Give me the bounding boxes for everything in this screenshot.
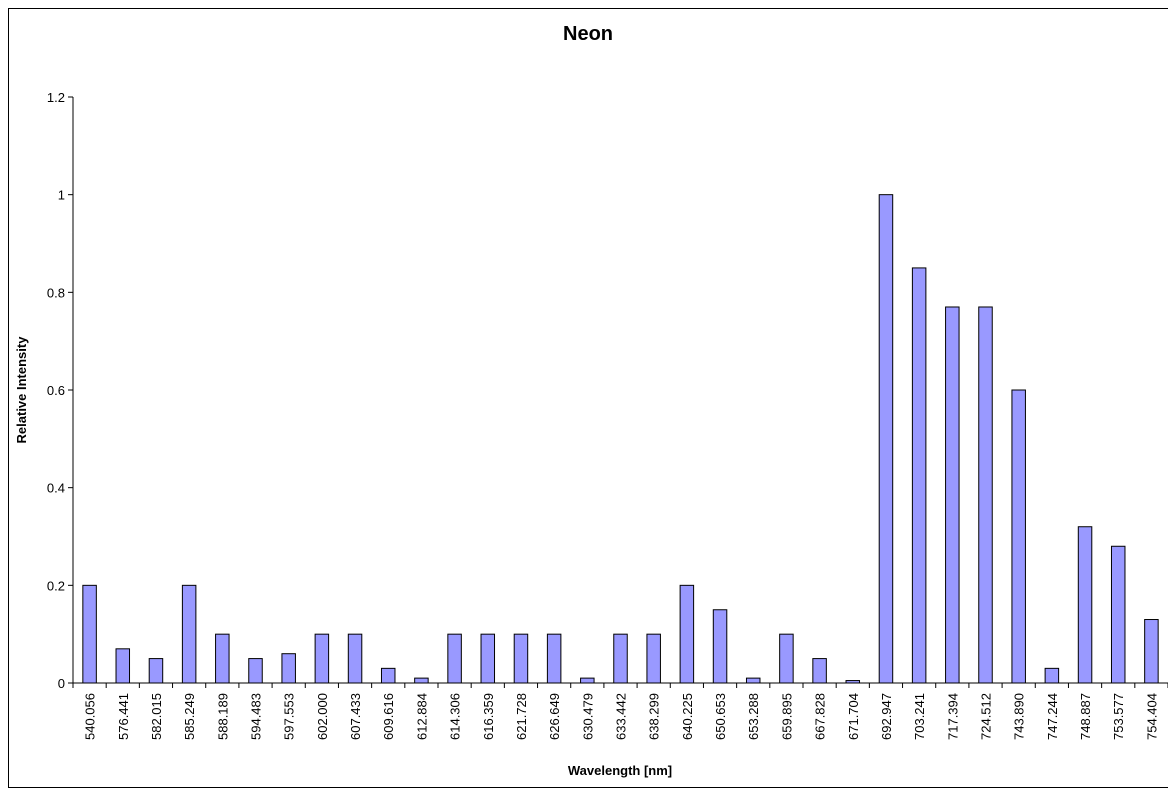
- bar: [1144, 619, 1159, 684]
- x-tick-label: 671.704: [846, 693, 861, 740]
- x-tick-label: 576.441: [116, 693, 131, 740]
- x-tick-label: 626.649: [547, 693, 562, 740]
- x-tick-label: 614.306: [448, 693, 463, 740]
- bars: [82, 194, 1159, 684]
- x-tick-label: 724.512: [979, 693, 994, 740]
- y-tick-label: 0: [58, 676, 65, 691]
- bar: [712, 609, 728, 684]
- bar: [314, 633, 330, 684]
- x-tick-label: 653.288: [746, 693, 761, 740]
- x-tick-label: 588.189: [215, 693, 230, 740]
- x-tick-label: 717.394: [945, 693, 960, 740]
- bar: [945, 306, 960, 684]
- x-tick-label: 633.442: [614, 693, 629, 740]
- x-tick-label: 638.299: [647, 693, 662, 740]
- bar: [745, 677, 761, 684]
- x-tick-label: 585.249: [182, 693, 197, 740]
- bar: [281, 653, 296, 684]
- x-tick-label: 748.887: [1078, 693, 1093, 740]
- bar: [878, 194, 894, 684]
- x-tick-label: 609.616: [381, 693, 396, 740]
- bar: [347, 633, 363, 684]
- bar: [414, 677, 429, 684]
- x-tick-label: 747.244: [1045, 693, 1060, 740]
- x-tick-label: 607.433: [348, 693, 363, 740]
- x-tick-label: 630.479: [580, 693, 595, 740]
- x-tick-label: 754.404: [1144, 693, 1159, 740]
- bar: [546, 633, 562, 684]
- y-tick-label: 0.6: [47, 383, 65, 398]
- bar: [447, 633, 462, 684]
- x-axis-title: Wavelength [nm]: [568, 763, 672, 778]
- x-tick-label: 621.728: [514, 693, 529, 740]
- y-axis-title: Relative Intensity: [14, 336, 29, 444]
- x-tick-label: 582.015: [149, 693, 164, 740]
- x-tick-label: 616.359: [481, 693, 496, 740]
- bar: [978, 306, 993, 684]
- bar: [380, 667, 396, 684]
- x-tick-label: 692.947: [879, 693, 894, 740]
- bar: [1011, 389, 1026, 684]
- bar: [911, 267, 927, 684]
- x-tick-label: 659.895: [779, 693, 794, 740]
- bar: [148, 658, 164, 684]
- chart-title: Neon: [563, 23, 613, 45]
- bar: [779, 633, 794, 684]
- x-tick-label: 667.828: [813, 693, 828, 740]
- y-tick-label: 0.8: [47, 285, 65, 300]
- bar: [679, 584, 695, 684]
- x-tick-label: 703.241: [912, 693, 927, 740]
- bar: [646, 633, 661, 684]
- bar: [580, 677, 595, 684]
- y-tick-label: 1: [58, 188, 65, 203]
- bar: [215, 633, 230, 684]
- bar: [613, 633, 628, 684]
- x-tick-label: 612.884: [414, 693, 429, 740]
- bar: [181, 584, 197, 684]
- bar: [812, 658, 827, 684]
- x-tick-label: 602.000: [315, 693, 330, 740]
- bar: [1110, 545, 1126, 684]
- bar: [115, 648, 131, 684]
- x-tick-label: 594.483: [249, 693, 264, 740]
- y-tick-label: 0.2: [47, 578, 65, 593]
- x-tick-label: 597.553: [282, 693, 297, 740]
- bar: [480, 633, 496, 684]
- bar: [1077, 526, 1093, 684]
- x-tick-label: 540.056: [83, 693, 98, 740]
- y-axis: 0 0.2 0.4 0.6 0.8 1 1.2: [47, 90, 74, 691]
- x-axis: 540.056 576.441 582.015 585.249 588.189 594.4…: [72, 682, 1168, 740]
- y-tick-label: 1.2: [47, 90, 65, 105]
- y-tick-label: 0.4: [47, 481, 65, 496]
- x-tick-label: 650.653: [713, 693, 728, 740]
- x-tick-label: 753.577: [1111, 693, 1126, 740]
- bar: [248, 658, 263, 684]
- bar: [513, 633, 529, 684]
- x-tick-label: 743.890: [1012, 693, 1027, 740]
- bar: [1044, 667, 1060, 684]
- x-tick-label: 640.225: [680, 693, 695, 740]
- bar: [82, 584, 97, 684]
